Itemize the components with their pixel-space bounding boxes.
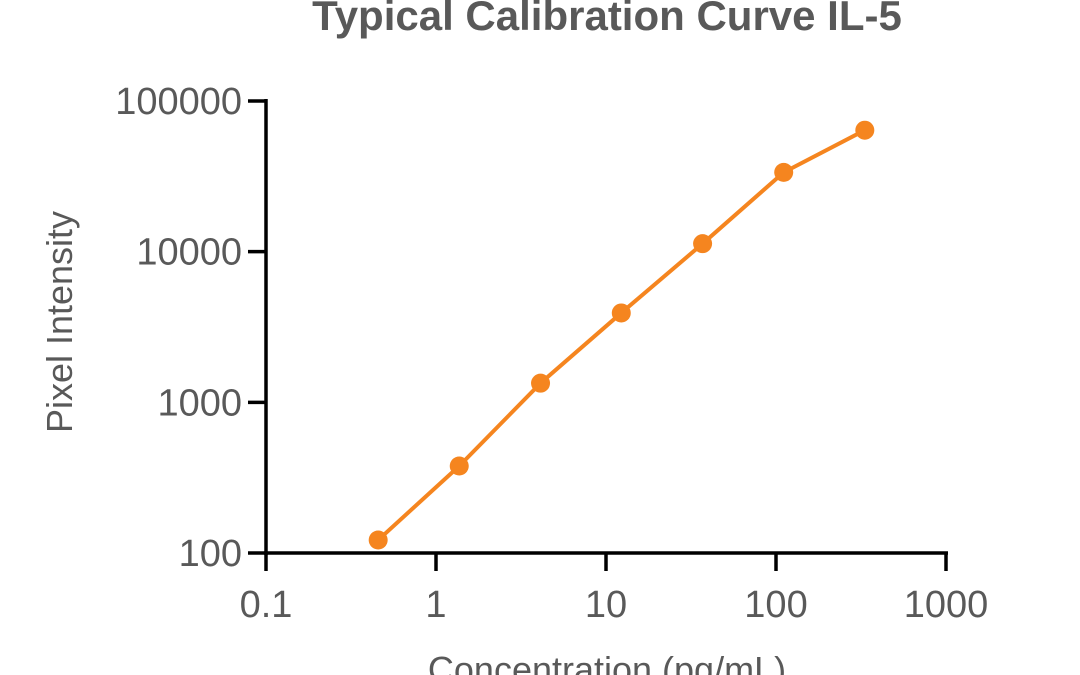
x-tick-label: 1 <box>425 584 446 626</box>
y-tick-label: 10000 <box>136 232 242 274</box>
x-tick-label: 100 <box>744 584 807 626</box>
data-point <box>855 120 875 140</box>
series-layer <box>368 120 875 550</box>
y-tick-label: 100 <box>179 533 242 575</box>
series-line <box>376 128 866 542</box>
chart-title: Typical Calibration Curve IL-5 <box>312 0 902 39</box>
data-point <box>531 373 551 393</box>
x-tick-label: 0.1 <box>240 584 293 626</box>
data-point <box>774 162 794 182</box>
x-tick-label: 10 <box>585 584 627 626</box>
x-tick-label: 1000 <box>904 584 989 626</box>
y-axis: 100 1000 10000 100000 <box>115 81 268 575</box>
x-axis: 0.1 1 10 100 1000 <box>240 551 989 626</box>
data-point <box>693 234 713 254</box>
y-tick-label: 1000 <box>157 382 242 424</box>
data-point <box>449 456 469 476</box>
data-point <box>368 530 388 550</box>
x-axis-label: Concentration (pg/mL) <box>428 649 786 675</box>
data-point <box>611 303 631 323</box>
y-axis-label: Pixel Intensity <box>39 211 80 433</box>
y-tick-label: 100000 <box>115 81 242 123</box>
